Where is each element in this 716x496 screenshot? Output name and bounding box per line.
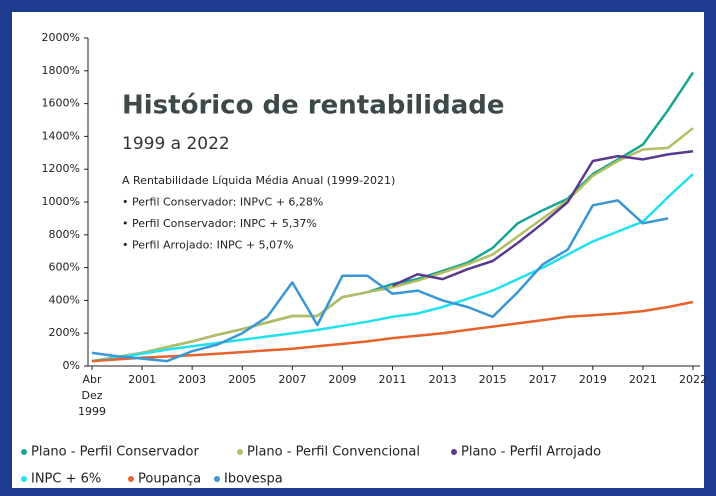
x-tick-label: 2022 — [679, 373, 707, 386]
legend-label: INPC + 6% — [31, 472, 101, 487]
annotation: • Perfil Conservador: INPC + 5,37% — [122, 217, 317, 230]
y-tick-label: 400% — [49, 293, 80, 306]
subtitle: 1999 a 2022 — [122, 134, 230, 154]
series-line — [91, 300, 694, 363]
x-tick-label: 2009 — [328, 373, 356, 386]
y-tick-label: 0% — [63, 359, 80, 372]
legend-label: Plano - Perfil Conservador — [31, 445, 199, 460]
y-tick-label: 1600% — [42, 97, 80, 110]
legend-marker — [128, 476, 134, 482]
y-tick-label: 600% — [49, 261, 80, 274]
legend-marker — [237, 449, 243, 455]
x-tick-label: 2001 — [128, 373, 156, 386]
x-tick-label: 2005 — [228, 373, 256, 386]
y-tick-label: 1800% — [42, 64, 80, 77]
x-tick-label: 2019 — [579, 373, 607, 386]
x-tick-label: Abr Dez 1999 — [78, 373, 106, 418]
legend-label: Plano - Perfil Arrojado — [461, 445, 601, 460]
y-tick-label: 2000% — [42, 31, 80, 44]
card — [12, 12, 704, 488]
legend-marker — [21, 476, 27, 482]
legend-marker — [21, 449, 27, 455]
x-tick-label: 2011 — [379, 373, 407, 386]
annotation: • Perfil Arrojado: INPC + 5,07% — [122, 239, 294, 252]
legend-label: Plano - Perfil Convencional — [247, 445, 420, 460]
series-line — [91, 127, 694, 363]
y-tick-label: 1000% — [42, 195, 80, 208]
y-tick-label: 800% — [49, 228, 80, 241]
y-tick-label: 1400% — [42, 129, 80, 142]
y-tick-label: 200% — [49, 326, 80, 339]
legend-label: Ibovespa — [224, 472, 283, 487]
chart-title: Histórico de rentabilidade — [122, 91, 504, 121]
annotation: A Rentabilidade Líquida Média Anual (199… — [122, 174, 395, 187]
series-line — [91, 199, 669, 363]
x-tick-label: 2013 — [429, 373, 457, 386]
x-tick-label: 2003 — [178, 373, 206, 386]
x-tick-label: 2007 — [278, 373, 306, 386]
legend-marker — [451, 449, 457, 455]
legend-label: Poupança — [138, 472, 201, 487]
y-tick-label: 1200% — [42, 162, 80, 175]
x-tick-label: 2015 — [479, 373, 507, 386]
annotation: • Perfil Conservador: INPvC + 6,28% — [122, 196, 323, 209]
x-tick-label: 2021 — [629, 373, 657, 386]
legend-marker — [214, 476, 220, 482]
x-tick-label: 2017 — [529, 373, 557, 386]
series-line — [391, 149, 694, 287]
series-line — [91, 173, 694, 363]
